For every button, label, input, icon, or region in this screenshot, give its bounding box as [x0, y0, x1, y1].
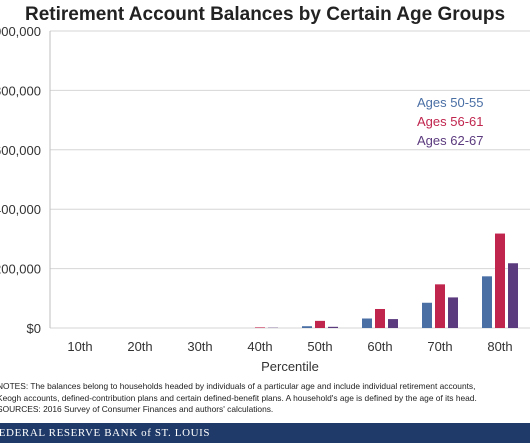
legend-entry: Ages 62-67 [417, 133, 484, 148]
bar [302, 326, 312, 328]
y-tick-label: $600,000 [0, 143, 41, 158]
bar [435, 284, 445, 328]
x-tick-label: 10th [67, 339, 92, 354]
x-tick-label: 60th [367, 339, 392, 354]
x-tick-label: 80th [487, 339, 512, 354]
legend-entry: Ages 56-61 [417, 114, 484, 129]
bar [482, 276, 492, 328]
y-tick-label: $0 [27, 321, 41, 336]
x-tick-label: 20th [127, 339, 152, 354]
legend-entry: Ages 50-55 [417, 95, 484, 110]
bar [315, 320, 325, 328]
bar [448, 297, 458, 328]
notes-line-1: NOTES: The balances belong to households… [0, 381, 476, 391]
chart-notes: NOTES: The balances belong to households… [0, 381, 530, 416]
sources-line: SOURCES: 2016 Survey of Consumer Finance… [0, 404, 274, 414]
y-tick-label: $800,000 [0, 83, 41, 98]
footer-banner: FEDERAL RESERVE BANK of ST. LOUIS [0, 423, 530, 443]
x-tick-label: 30th [187, 339, 212, 354]
chart-title: Retirement Account Balances by Certain A… [24, 4, 506, 25]
retirement-bar-chart: $0 $200,000 $400,000 $600,000 $800,000 $1,000… [0, 24, 530, 374]
y-tick-label: $400,000 [0, 202, 41, 217]
x-axis-label: Percentile [261, 359, 319, 374]
x-tick-label: 50th [307, 339, 332, 354]
y-tick-label: $1,000,000 [0, 24, 41, 39]
bar [362, 318, 372, 328]
bar [495, 233, 505, 328]
notes-line-2: Keogh accounts, defined-contribution pla… [0, 392, 477, 403]
y-tick-label: $200,000 [0, 262, 41, 277]
bar [388, 319, 398, 328]
x-tick-label: 40th [247, 339, 272, 354]
bar [422, 302, 432, 328]
bar [255, 327, 265, 328]
bar [328, 326, 338, 328]
bar [508, 263, 518, 328]
x-tick-label: 70th [427, 339, 452, 354]
bar [375, 308, 385, 328]
footer-text: FEDERAL RESERVE BANK of ST. LOUIS [0, 427, 211, 439]
